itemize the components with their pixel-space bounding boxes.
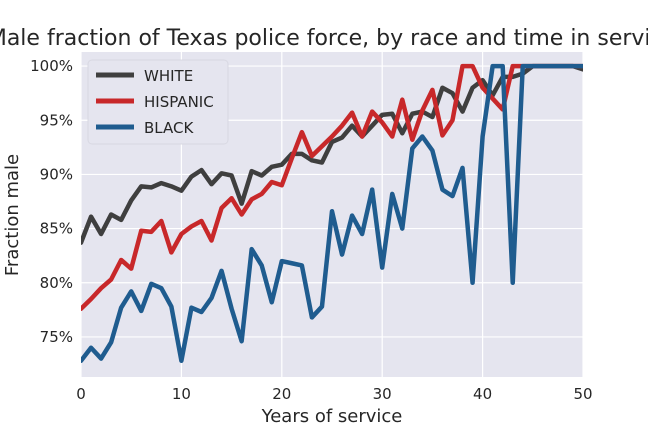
- y-tick-label: 80%: [40, 274, 73, 292]
- series-line-black: [81, 63, 583, 363]
- y-tick-label: 75%: [40, 328, 73, 346]
- y-tick-labels: 75% 80% 85% 90% 95% 100%: [30, 57, 73, 346]
- x-tick-label: 20: [272, 385, 291, 403]
- series-lines: [81, 63, 583, 363]
- series-line-white: [81, 63, 583, 245]
- y-tick-label: 90%: [40, 165, 73, 183]
- x-axis-label: Years of service: [261, 406, 403, 427]
- chart-title: Male fraction of Texas police force, by …: [0, 26, 648, 51]
- legend-label-black: BLACK: [144, 119, 194, 137]
- x-tick-labels: 0 10 20 30 40 50: [76, 385, 592, 403]
- y-tick-label: 95%: [40, 111, 73, 129]
- x-tick-label: 10: [172, 385, 191, 403]
- legend-label-hispanic: HISPANIC: [144, 93, 214, 111]
- y-tick-label: 100%: [30, 57, 73, 75]
- legend-box: [87, 59, 229, 145]
- series-line-hispanic: [81, 63, 583, 311]
- x-tick-label: 50: [573, 385, 592, 403]
- x-tick-label: 0: [76, 385, 86, 403]
- legend: WHITE HISPANIC BLACK: [87, 59, 229, 145]
- x-tick-label: 30: [373, 385, 392, 403]
- y-axis-label: Fraction male: [2, 154, 23, 276]
- legend-label-white: WHITE: [144, 67, 193, 85]
- y-tick-label: 85%: [40, 220, 73, 238]
- x-tick-label: 40: [473, 385, 492, 403]
